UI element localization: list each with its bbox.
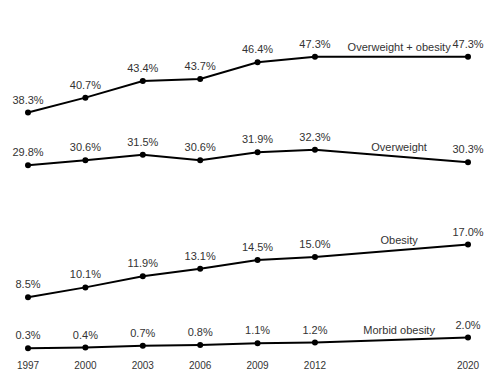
data-point (312, 254, 318, 260)
data-label: 13.1% (185, 250, 216, 262)
data-point (25, 162, 31, 168)
data-point (82, 157, 88, 163)
data-label: 14.5% (242, 241, 273, 253)
data-point (197, 157, 203, 163)
data-point (25, 294, 31, 300)
data-label: 31.5% (127, 136, 158, 148)
data-point (197, 76, 203, 82)
data-label: 11.9% (128, 257, 159, 269)
data-point (312, 54, 318, 60)
data-label: 47.3% (299, 38, 330, 50)
data-label: 1.1% (245, 324, 270, 336)
data-point (255, 149, 261, 155)
data-label: 47.3% (452, 38, 483, 50)
data-point (82, 95, 88, 101)
data-point (465, 335, 471, 341)
data-label: 40.7% (70, 79, 101, 91)
data-point (255, 59, 261, 65)
data-point (197, 266, 203, 272)
data-point (312, 147, 318, 153)
data-label: 10.1% (70, 268, 101, 280)
data-point (25, 345, 31, 351)
x-tick-label: 2000 (74, 360, 97, 371)
series-name: Morbid obesity (363, 324, 435, 336)
data-label: 43.4% (127, 62, 158, 74)
data-label: 29.8% (12, 146, 43, 158)
data-label: 30.3% (452, 143, 483, 155)
plot-area (25, 54, 471, 351)
data-label: 30.6% (185, 141, 216, 153)
chart-svg: 1997 2000 2003 2006 2009 2012 2020 38.3% 40.7% 43… (0, 0, 502, 383)
x-tick-label: 2012 (304, 360, 327, 371)
chart-container: 1997 2000 2003 2006 2009 2012 2020 38.3% 40.7% 43… (0, 0, 502, 383)
data-label: 8.5% (15, 278, 40, 290)
series-name: Overweight (371, 141, 427, 153)
x-tick-labels: 1997 2000 2003 2006 2009 2012 2020 (17, 360, 480, 371)
data-point (255, 257, 261, 263)
data-point (82, 284, 88, 290)
labels: 38.3%40.7%43.4%43.7%46.4%47.3%47.3%Overw… (12, 38, 483, 341)
data-label: 38.3% (12, 94, 43, 106)
data-label: 46.4% (242, 43, 273, 55)
x-tick-label: 2009 (246, 360, 269, 371)
data-point (25, 110, 31, 116)
data-label: 32.3% (299, 131, 330, 143)
data-point (312, 340, 318, 346)
data-label: 2.0% (455, 319, 480, 331)
x-tick-label: 2006 (189, 360, 212, 371)
data-label: 0.4% (73, 329, 98, 341)
data-label: 31.9% (242, 133, 273, 145)
data-label: 0.7% (130, 327, 155, 339)
data-point (255, 340, 261, 346)
data-point (465, 242, 471, 248)
data-label: 0.8% (188, 326, 213, 338)
data-label: 0.3% (15, 329, 40, 341)
data-point (465, 159, 471, 165)
data-point (82, 345, 88, 351)
data-label: 1.2% (302, 324, 327, 336)
data-point (197, 342, 203, 348)
x-tick-label: 1997 (17, 360, 40, 371)
data-point (140, 78, 146, 84)
series-name: Overweight + obesity (348, 41, 452, 53)
data-point (465, 54, 471, 60)
data-label: 30.6% (70, 141, 101, 153)
x-tick-label: 2020 (457, 360, 480, 371)
data-point (140, 152, 146, 158)
series-name: Obesity (380, 234, 418, 246)
data-label: 43.7% (185, 60, 216, 72)
data-label: 17.0% (452, 226, 483, 238)
data-point (140, 273, 146, 279)
series-line (28, 57, 468, 113)
data-point (140, 343, 146, 349)
x-tick-label: 2003 (132, 360, 155, 371)
data-label: 15.0% (299, 238, 330, 250)
